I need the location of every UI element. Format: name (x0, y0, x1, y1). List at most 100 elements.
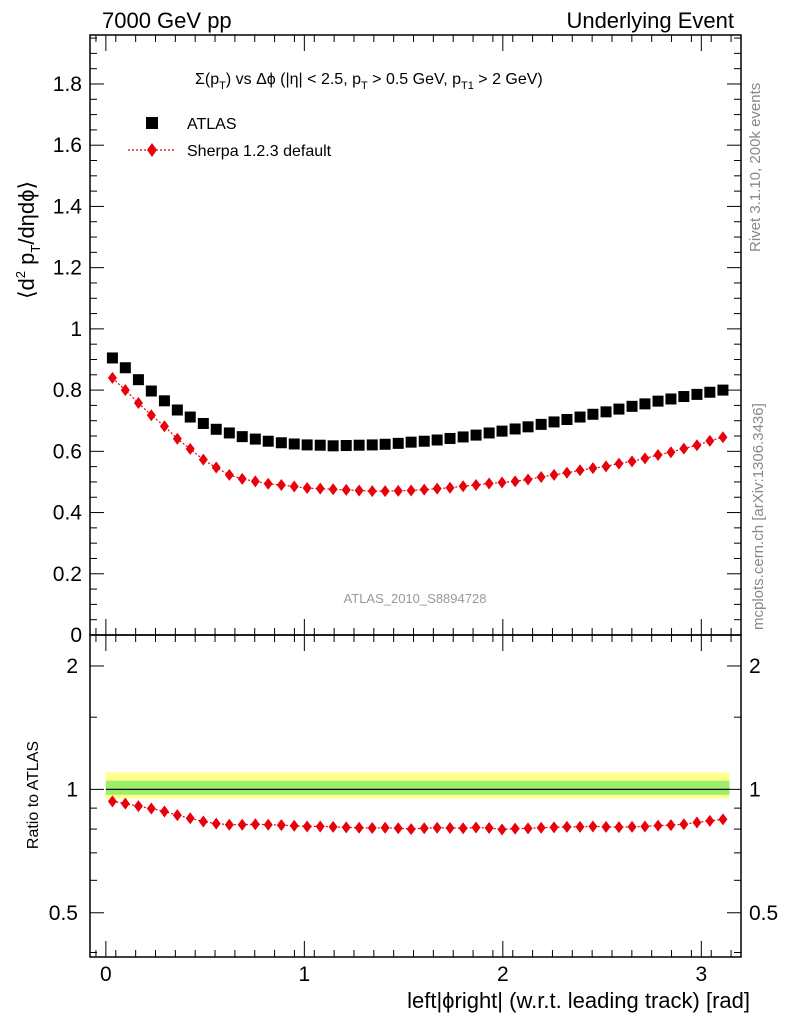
atlas-data-point (392, 437, 404, 449)
energy-label: 7000 GeV pp (102, 8, 232, 33)
atlas-data-point (483, 427, 495, 439)
ratio-data-point (458, 822, 468, 835)
atlas-data-point (665, 393, 677, 405)
ratio-y-tick-label: 1 (66, 778, 78, 801)
x-tick-label: 0 (100, 963, 112, 986)
ratio-data-point (497, 823, 507, 836)
ratio-data-point (276, 819, 286, 832)
mc-data-point (679, 442, 689, 455)
ratio-data-point (562, 820, 572, 833)
ylabel-part-1: ⟨d (14, 278, 39, 299)
ratio-data-point (289, 819, 299, 832)
mc-data-point (588, 462, 598, 475)
main-y-tick-label: 0.4 (53, 502, 83, 525)
ratio-data-point (146, 802, 156, 815)
mc-data-point (302, 482, 312, 495)
ratio-data-point (549, 821, 559, 834)
atlas-data-point (535, 418, 547, 430)
ylabel-part-2: p (14, 253, 39, 271)
main-data-layer (106, 352, 729, 498)
ratio-y-tick-label: 2 (66, 655, 78, 678)
mc-data-point (276, 479, 286, 491)
main-y-tick-label: 1.2 (53, 257, 82, 280)
mc-data-point (315, 482, 325, 495)
ratio-data-point (705, 814, 715, 827)
mc-data-point (120, 384, 130, 397)
mc-data-point (601, 460, 611, 473)
mc-data-point (263, 477, 273, 490)
atlas-data-point (223, 427, 235, 439)
atlas-data-point (678, 391, 690, 403)
mc-data-point (224, 468, 234, 481)
legend: ATLAS Sherpa 1.2.3 default (128, 116, 332, 160)
atlas-data-point (145, 385, 157, 397)
mc-data-point (536, 471, 546, 484)
ratio-data-point (328, 820, 338, 833)
ratio-data-point (640, 820, 650, 833)
mc-data-point (367, 485, 377, 498)
atlas-data-point (691, 388, 703, 400)
atlas-data-point (171, 404, 183, 416)
main-panel: 00.20.40.60.811.21.41.61.8 Σ(pT) vs Δϕ (… (13, 34, 742, 957)
ratio-data-point (302, 820, 312, 833)
mc-data-point (445, 481, 455, 494)
legend-data-marker (146, 117, 158, 129)
mc-data-point (159, 420, 169, 433)
atlas-data-point (158, 395, 170, 407)
atlas-data-point (639, 398, 651, 410)
main-y-tick-labels: 0 0.2 0.4 0.6 0.8 1 1.2 1.4 1.6 1.8 (53, 73, 83, 647)
atlas-data-point (262, 435, 274, 447)
atlas-data-point (613, 403, 625, 415)
ratio-data-point (341, 821, 351, 834)
mc-data-point (250, 475, 260, 488)
ratio-data-point (133, 800, 143, 813)
rivet-version-label: Rivet 3.1.10, 200k events (747, 83, 764, 252)
mc-data-point (523, 473, 533, 486)
atlas-data-point (496, 425, 508, 437)
mc-data-point (614, 457, 624, 470)
mc-data-point (406, 484, 416, 497)
ratio-data-point (588, 820, 598, 833)
atlas-data-point (587, 408, 599, 420)
main-y-tick-label: 1.4 (53, 195, 83, 218)
atlas-data-point (301, 439, 313, 451)
mc-data-point (718, 431, 728, 444)
subtitle-part-2: ) vs Δϕ (|η| < 2.5, p (226, 71, 361, 88)
mc-data-point (133, 396, 143, 409)
ratio-frame (89, 634, 742, 958)
ratio-data-point (601, 820, 611, 833)
atlas-data-point (457, 431, 469, 443)
ratio-data-point (224, 818, 234, 831)
atlas-data-point (106, 352, 118, 364)
mc-series-line (111, 377, 724, 492)
mc-data-point (640, 452, 650, 465)
atlas-data-point (470, 429, 482, 441)
mc-data-point (380, 485, 390, 498)
atlas-data-point (132, 374, 144, 386)
ratio-data-point (107, 795, 117, 808)
ratio-data-point (653, 819, 663, 832)
atlas-data-point (405, 436, 417, 448)
atlas-data-point (314, 439, 326, 451)
ratio-data-point (354, 821, 364, 834)
main-ticks (90, 35, 741, 957)
atlas-data-point (600, 406, 612, 418)
ratio-y-tick-label-right: 0.5 (749, 902, 778, 925)
atlas-data-point (288, 438, 300, 450)
x-tick-label: 1 (299, 963, 311, 986)
ratio-data-point (211, 817, 221, 830)
mc-data-point (198, 453, 208, 466)
atlas-data-point (574, 411, 586, 423)
ratio-data-point (159, 805, 169, 818)
mc-data-point (471, 479, 481, 491)
subtitle-part-4: > 2 GeV) (474, 71, 543, 88)
mc-data-point (666, 446, 676, 459)
atlas-data-point (418, 435, 430, 447)
atlas-data-point (717, 384, 729, 396)
main-y-tick-label: 0.6 (53, 440, 82, 463)
mc-data-point (484, 477, 494, 490)
atlas-data-point (561, 413, 573, 425)
main-y-axis-title: ⟨d2 pT/dηdϕ⟩ (13, 181, 43, 299)
ratio-data-point (263, 818, 273, 831)
mc-data-point (341, 483, 351, 496)
